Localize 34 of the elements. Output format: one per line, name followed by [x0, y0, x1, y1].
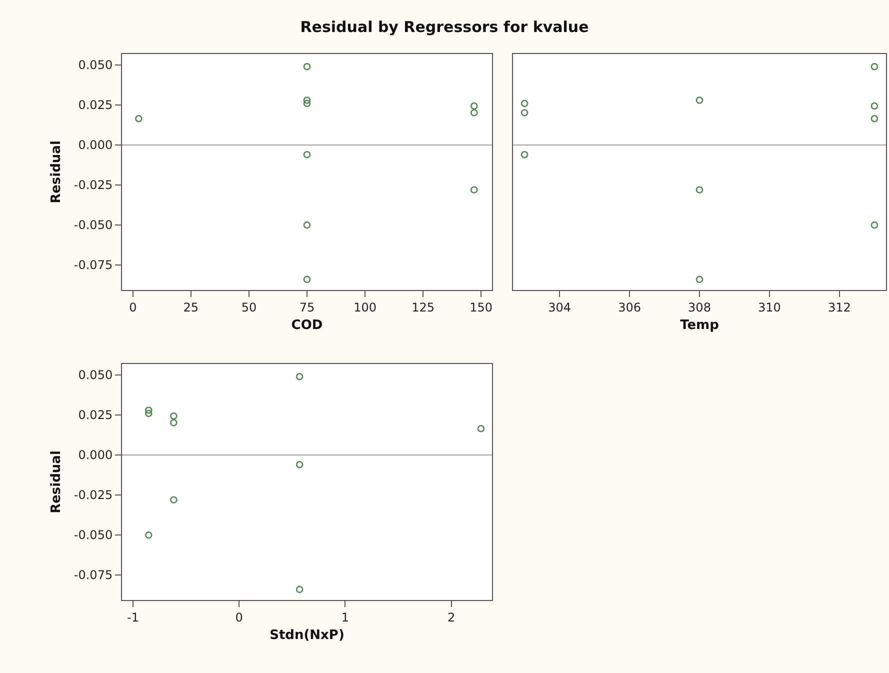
- y-tick-label: 0.050: [78, 58, 113, 72]
- x-tick-label: 150: [470, 300, 493, 314]
- x-tick-label: 50: [241, 300, 257, 314]
- x-tick-label: 75: [299, 300, 315, 314]
- x-tick-label: 0: [129, 300, 137, 314]
- y-tick-label: 0.000: [78, 448, 113, 462]
- x-tick-label: -1: [127, 610, 140, 624]
- y-tick-label: 0.000: [78, 138, 113, 152]
- y-tick-label: -0.075: [74, 568, 113, 582]
- x-tick-label: 2: [447, 610, 456, 624]
- x-axis-title: Temp: [680, 318, 719, 333]
- x-tick-label: 0: [235, 610, 243, 624]
- x-tick-label: 100: [354, 300, 376, 314]
- y-tick-label: 0.050: [78, 368, 113, 382]
- chart-title: Residual by Regressors for kvalue: [299, 18, 590, 36]
- x-tick-label: 306: [618, 300, 641, 314]
- y-tick-label: -0.050: [74, 218, 113, 232]
- y-tick-label: -0.025: [74, 488, 113, 502]
- x-axis-title: COD: [291, 318, 323, 333]
- x-tick-label: 308: [688, 300, 711, 314]
- y-axis-title: Residual: [48, 450, 64, 514]
- y-tick-label: -0.075: [74, 258, 113, 272]
- x-axis-title: Stdn(NxP): [270, 628, 344, 643]
- x-tick-label: 310: [758, 300, 781, 314]
- x-tick-label: 312: [828, 300, 851, 314]
- y-tick-label: -0.025: [74, 178, 113, 192]
- x-tick-label: 125: [412, 300, 435, 314]
- x-tick-label: 304: [548, 300, 571, 314]
- y-axis-title: Residual: [48, 140, 64, 204]
- x-tick-label: 25: [183, 300, 199, 314]
- y-tick-label: 0.025: [78, 408, 113, 422]
- x-tick-label: 1: [341, 610, 350, 624]
- y-tick-label: -0.050: [74, 528, 113, 542]
- y-tick-label: 0.025: [78, 98, 113, 112]
